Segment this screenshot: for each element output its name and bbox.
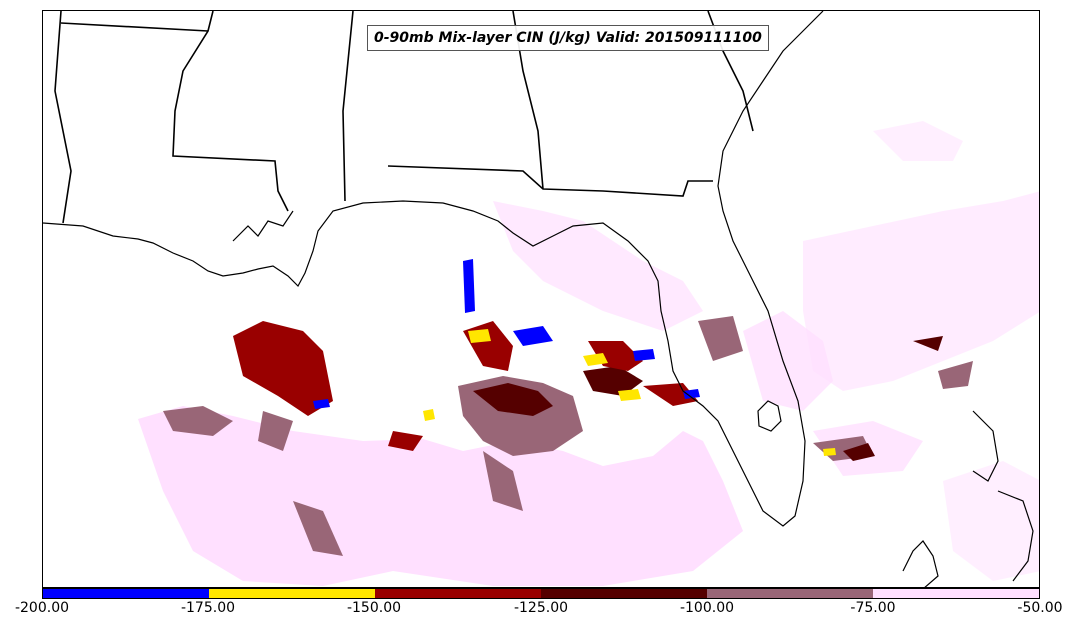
colorbar-bin-2 xyxy=(209,589,375,598)
cin-field-light xyxy=(138,121,1039,586)
cin-field-yellow xyxy=(423,329,836,456)
map-title: 0-90mb Mix-layer CIN (J/kg) Valid: 20150… xyxy=(367,25,769,51)
colorbar-bin-4 xyxy=(541,589,707,598)
colorbar-tick-label: -125.00 xyxy=(513,600,569,616)
coastline xyxy=(43,11,1034,587)
colorbar-bin-3 xyxy=(375,589,541,598)
colorbar-tick-label: -200.00 xyxy=(14,600,70,616)
colorbar-tick-label: -75.00 xyxy=(850,600,896,616)
colorbar-bin-5 xyxy=(707,589,873,598)
cin-field-darkred xyxy=(473,336,943,461)
colorbar xyxy=(42,588,1040,599)
state-borders xyxy=(54,11,754,224)
colorbar-tick-label: -50.00 xyxy=(1017,600,1063,616)
map-panel: 0-90mb Mix-layer CIN (J/kg) Valid: 20150… xyxy=(42,10,1040,588)
colorbar-bin-6 xyxy=(873,589,1039,598)
colorbar-bin-1 xyxy=(43,589,209,598)
cin-field-blue xyxy=(313,259,700,409)
colorbar-tick-label: -175.00 xyxy=(180,600,236,616)
map-canvas xyxy=(43,11,1039,587)
colorbar-tick-label: -150.00 xyxy=(346,600,402,616)
colorbar-tick-label: -100.00 xyxy=(679,600,735,616)
